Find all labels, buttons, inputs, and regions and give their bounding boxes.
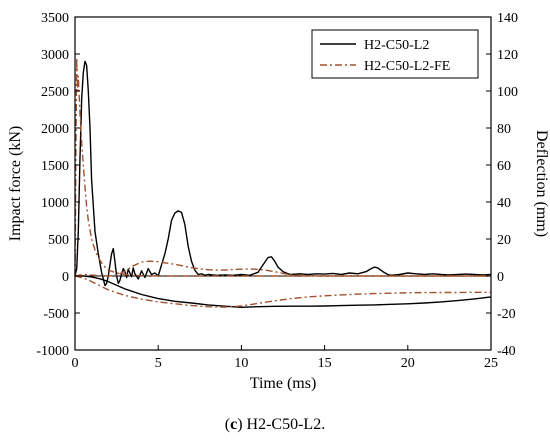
y-tick-label: -500 (43, 307, 69, 322)
y-tick-label: -1000 (36, 344, 69, 359)
y2-tick-label: 20 (497, 233, 511, 248)
legend: H2-C50-L2 H2-C50-L2-FE (311, 29, 479, 79)
x-tick-label: 5 (155, 356, 162, 371)
y2-tick-label: 80 (497, 122, 511, 137)
y-tick-label: 1000 (41, 196, 69, 211)
x-axis-label: Time (ms) (250, 375, 317, 392)
x-tick-label: 15 (318, 356, 332, 371)
plot-frame (74, 16, 492, 351)
y-tick-label: 500 (48, 233, 69, 248)
x-tick-label: 0 (72, 356, 79, 371)
caption-text: H2-C50-L2. (242, 416, 326, 433)
series-line-0 (74, 60, 492, 287)
series-layer (74, 57, 492, 308)
series-line-4 (74, 260, 491, 277)
y-tick-label: 2500 (41, 85, 69, 100)
y2-tick-label: 140 (497, 11, 518, 26)
y2-tick-label: 120 (497, 48, 518, 63)
series-line-1 (74, 57, 491, 277)
axes-layer: 0 5 10 15 20 25-1000-500050010001500200025003… (36, 11, 518, 371)
y-tick-label: 2000 (41, 122, 69, 137)
x-tick-label: 25 (484, 356, 498, 371)
y2-tick-label: 100 (497, 85, 518, 100)
y2-axis-label: Deflection (mm) (533, 130, 550, 237)
y2-tick-label: 0 (497, 270, 504, 285)
caption-label: c (230, 416, 238, 433)
x-tick-label: 20 (401, 356, 415, 371)
y2-tick-label: 40 (497, 196, 511, 211)
legend-label-1: H2-C50-L2-FE (364, 59, 450, 74)
legend-label-0: H2-C50-L2 (364, 38, 429, 53)
y2-tick-label: 60 (497, 159, 511, 174)
x-tick-label: 10 (234, 356, 248, 371)
y-tick-label: 1500 (41, 159, 69, 174)
y-tick-label: 3500 (41, 11, 69, 26)
series-line-3 (74, 275, 491, 308)
y2-tick-label: -40 (497, 344, 516, 359)
y-tick-label: 3000 (41, 48, 69, 63)
y-tick-label: 0 (62, 270, 69, 285)
legend-box (311, 29, 479, 79)
y-axis-label: Impact force (kN) (7, 126, 24, 242)
y2-tick-label: -20 (497, 307, 516, 322)
series-line-2 (75, 275, 492, 308)
chart: 0 5 10 15 20 25-1000-500050010001500200025003… (7, 11, 550, 392)
figure-caption: (c) H2-C50-L2. (224, 416, 326, 433)
